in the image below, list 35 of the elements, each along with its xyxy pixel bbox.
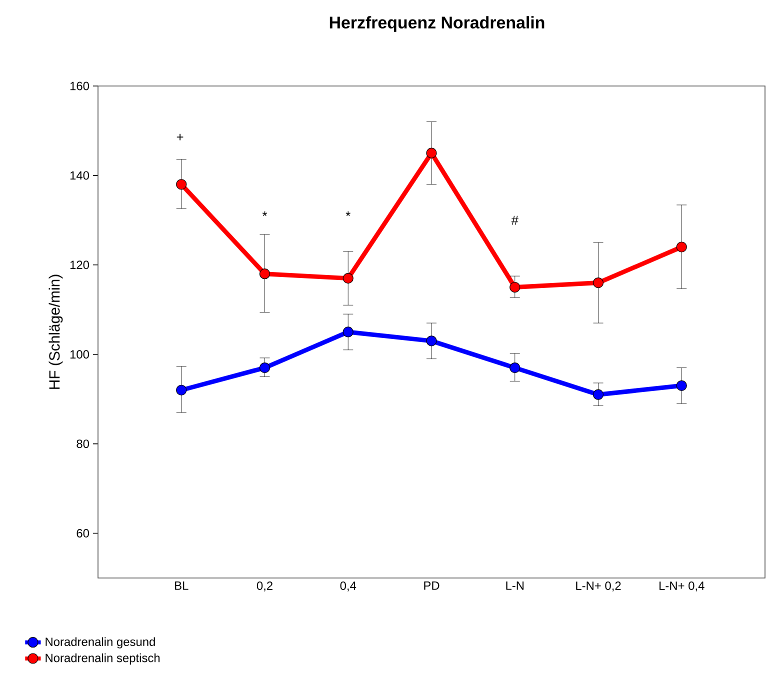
point	[426, 148, 437, 158]
x-tick-label: L-N+ 0,2	[576, 582, 621, 592]
point	[592, 277, 604, 288]
annotation: *	[262, 211, 268, 216]
y-tick-label: 80	[76, 440, 90, 448]
legend-label: Noradrenalin gesund	[46, 637, 155, 648]
annotation: *	[346, 211, 350, 216]
chart-title: Herzfrequenz Noradrenalin	[330, 16, 544, 32]
annotation: +	[176, 134, 184, 140]
point	[426, 336, 437, 346]
y-tick-label: 120	[70, 260, 90, 270]
x-tick-label: 0,2	[256, 582, 272, 592]
y-tick-label: 100	[70, 350, 90, 359]
x-tick-label: L-N	[506, 582, 524, 590]
point	[592, 389, 604, 400]
point	[510, 362, 520, 374]
y-axis-title: HF (Schläge/min)	[48, 274, 63, 389]
point	[676, 242, 687, 252]
legend-label: Noradrenalin septisch	[46, 653, 160, 665]
annotation: #	[511, 216, 518, 225]
x-tick-label: L-N+ 0,4	[660, 582, 704, 592]
point	[342, 326, 354, 338]
point	[676, 380, 687, 391]
point	[176, 384, 187, 396]
x-tick-label: PD	[424, 582, 440, 590]
point	[342, 273, 354, 284]
point	[510, 282, 520, 293]
y-tick-label: 140	[70, 171, 90, 180]
y-tick-label: 60	[76, 529, 90, 538]
x-tick-label: 0,4	[340, 582, 356, 592]
x-tick-label: BL	[175, 582, 188, 590]
y-tick-label: 160	[70, 82, 90, 90]
point	[259, 268, 270, 280]
point	[176, 179, 187, 190]
point	[259, 362, 270, 374]
